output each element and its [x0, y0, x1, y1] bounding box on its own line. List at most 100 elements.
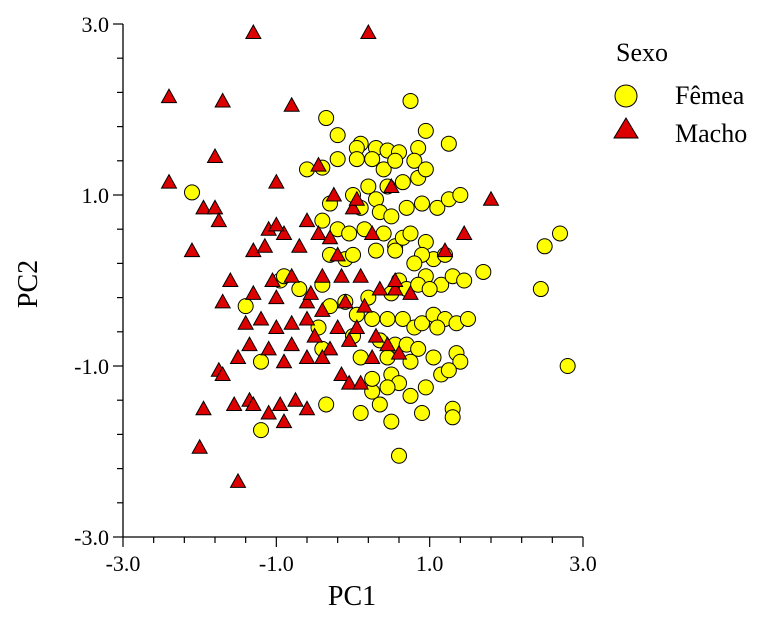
point-macho — [275, 413, 293, 429]
point-macho — [402, 284, 419, 300]
point-macho — [340, 374, 358, 390]
point-macho — [241, 336, 258, 352]
point-macho — [436, 242, 454, 258]
point-macho — [191, 438, 209, 454]
y-tick-label: 1.0 — [82, 183, 110, 208]
point-femea — [314, 212, 331, 229]
point-femea — [371, 396, 388, 413]
point-femea — [394, 174, 411, 191]
point-macho — [244, 284, 262, 300]
point-femea — [291, 281, 308, 298]
point-macho — [371, 280, 389, 296]
point-macho — [333, 267, 350, 283]
point-macho — [267, 173, 285, 189]
point-femea — [425, 349, 442, 366]
data-points-layer — [160, 24, 576, 488]
point-macho — [275, 353, 293, 369]
point-femea — [410, 340, 427, 357]
point-macho — [310, 156, 327, 172]
y-tick-label: 3.0 — [82, 12, 110, 37]
point-femea — [318, 110, 335, 127]
point-femea — [184, 184, 200, 201]
point-macho — [390, 344, 408, 360]
point-femea — [417, 122, 434, 139]
x-tick-label: -3.0 — [106, 551, 141, 576]
legend: Sexo Fêmea Macho — [613, 38, 747, 148]
point-femea — [375, 161, 392, 178]
point-femea — [383, 208, 400, 225]
y-tick-label: -3.0 — [74, 525, 109, 550]
point-femea — [318, 396, 335, 413]
point-femea — [402, 225, 419, 242]
point-macho — [329, 318, 347, 335]
point-femea — [253, 422, 269, 439]
point-femea — [360, 178, 377, 195]
point-femea — [429, 199, 446, 216]
point-femea — [364, 151, 381, 168]
point-macho — [244, 24, 262, 40]
point-macho — [214, 293, 232, 309]
point-macho — [348, 318, 366, 335]
point-femea — [559, 358, 576, 374]
point-femea — [444, 409, 461, 426]
point-macho — [244, 395, 262, 411]
point-macho — [363, 224, 381, 240]
point-macho — [352, 267, 370, 283]
point-macho — [352, 374, 370, 390]
point-macho — [214, 92, 232, 108]
point-femea — [460, 310, 476, 327]
axes-layer — [122, 24, 583, 538]
point-femea — [402, 92, 419, 109]
point-macho — [267, 289, 285, 305]
point-femea — [237, 298, 254, 315]
point-macho — [313, 301, 331, 317]
y-tick-label: -1.0 — [74, 354, 109, 379]
point-macho — [356, 297, 373, 313]
point-femea — [440, 135, 457, 152]
point-macho — [313, 267, 331, 283]
point-macho — [283, 267, 301, 283]
point-femea — [379, 310, 396, 327]
point-femea — [452, 353, 469, 370]
point-femea — [329, 127, 346, 144]
point-macho — [313, 348, 331, 364]
point-macho — [283, 336, 301, 352]
point-macho — [214, 366, 232, 382]
point-femea — [329, 151, 346, 168]
point-macho — [336, 293, 354, 309]
point-femea — [414, 195, 430, 212]
point-macho — [252, 310, 270, 326]
point-macho — [382, 177, 400, 193]
point-macho — [298, 310, 316, 326]
point-femea — [383, 413, 400, 430]
point-femea — [536, 238, 553, 255]
point-macho — [363, 348, 381, 364]
point-femea — [341, 225, 358, 242]
legend-title: Sexo — [616, 38, 668, 67]
point-femea — [414, 405, 430, 422]
point-macho — [298, 400, 316, 416]
point-femea — [456, 272, 473, 289]
y-axis-title: PC2 — [13, 260, 44, 308]
point-macho — [287, 391, 304, 407]
point-macho — [225, 395, 243, 411]
point-macho — [195, 199, 212, 215]
point-macho — [310, 224, 327, 240]
point-macho — [321, 229, 339, 245]
point-macho — [344, 199, 362, 215]
x-tick-label: 1.0 — [416, 551, 444, 576]
tick-labels-layer: -3.0 -1.0 1.0 3.0 -3.0 -1.0 1.0 3.0 — [74, 12, 597, 576]
point-femea — [402, 353, 419, 370]
point-macho — [348, 190, 366, 206]
point-macho — [386, 271, 404, 287]
point-femea — [345, 246, 361, 263]
point-femea — [417, 161, 434, 178]
point-macho — [298, 348, 316, 364]
legend-marker-macho — [613, 117, 639, 139]
point-femea — [364, 310, 381, 327]
point-femea — [452, 187, 469, 203]
point-femea — [429, 319, 446, 336]
point-femea — [532, 281, 549, 298]
point-macho — [367, 327, 385, 343]
